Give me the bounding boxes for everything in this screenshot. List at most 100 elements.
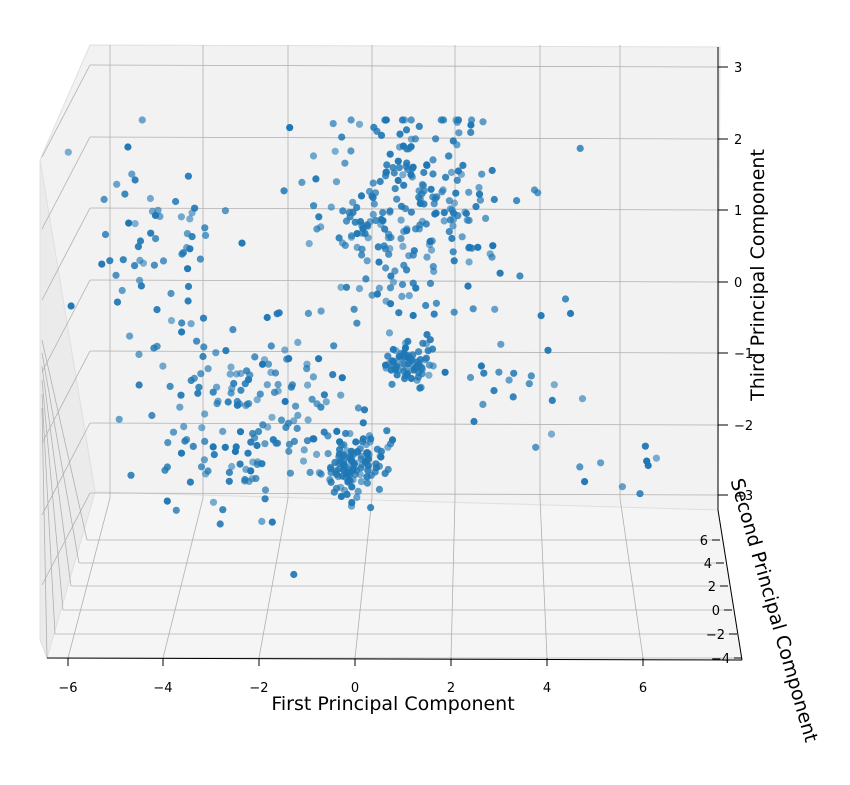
data-point — [641, 442, 650, 450]
data-point — [340, 441, 348, 449]
data-point — [618, 483, 627, 491]
data-point — [186, 215, 194, 223]
data-point — [353, 203, 361, 212]
data-point — [194, 389, 202, 397]
data-point — [428, 237, 436, 245]
data-point — [399, 242, 407, 250]
x-tick-label: −6 — [58, 681, 77, 696]
data-point — [354, 487, 362, 495]
data-point — [362, 275, 370, 283]
data-point — [219, 506, 227, 514]
data-point — [398, 280, 407, 289]
data-point — [461, 208, 469, 216]
data-point — [389, 164, 397, 172]
data-point — [509, 393, 517, 401]
data-point — [479, 400, 487, 408]
data-point — [327, 465, 335, 473]
data-point — [147, 229, 155, 237]
data-point — [372, 216, 380, 225]
data-point — [270, 388, 279, 396]
data-point — [304, 381, 312, 389]
data-point — [166, 382, 174, 390]
z-gridline-side — [41, 492, 91, 586]
data-point — [197, 463, 206, 471]
data-point — [382, 364, 390, 372]
data-point — [407, 171, 415, 179]
data-point — [294, 338, 302, 346]
data-point — [241, 477, 249, 485]
data-point — [200, 456, 208, 464]
data-point — [338, 133, 346, 141]
data-point — [488, 253, 496, 261]
data-point — [347, 116, 355, 124]
data-point — [243, 400, 251, 408]
data-point — [356, 218, 365, 226]
data-point — [198, 424, 206, 432]
data-point — [398, 116, 407, 124]
data-point — [338, 374, 346, 382]
data-point — [136, 276, 144, 284]
data-point — [309, 435, 317, 443]
data-point — [341, 159, 349, 167]
z-gridline-side — [41, 279, 91, 373]
data-point — [228, 384, 236, 392]
data-point — [202, 231, 210, 239]
data-point — [347, 233, 356, 241]
data-point — [566, 309, 575, 318]
data-point — [505, 376, 513, 384]
data-point — [106, 257, 114, 265]
data-point — [475, 184, 483, 192]
data-point — [200, 343, 208, 351]
data-point — [465, 258, 473, 266]
data-point — [195, 383, 203, 391]
data-point — [652, 454, 661, 462]
data-point — [350, 305, 358, 313]
data-point — [274, 380, 282, 389]
data-point — [525, 380, 533, 388]
data-point — [135, 381, 143, 389]
data-point — [184, 172, 192, 180]
data-point — [353, 319, 361, 327]
data-point — [290, 437, 298, 445]
data-point — [422, 301, 430, 310]
data-point — [475, 190, 484, 198]
data-point — [510, 369, 518, 377]
data-point — [375, 462, 383, 470]
z-gridline-side — [41, 207, 91, 301]
data-point — [374, 243, 382, 251]
data-point — [467, 128, 475, 136]
data-point — [432, 209, 440, 217]
data-point — [101, 230, 110, 239]
data-point — [187, 320, 195, 328]
data-point — [201, 410, 209, 418]
data-point — [359, 419, 367, 427]
data-point — [226, 370, 234, 378]
data-point — [476, 196, 484, 204]
data-point — [390, 169, 398, 177]
y-gridline-side — [41, 365, 72, 587]
data-point — [178, 328, 186, 336]
data-point — [272, 439, 280, 447]
x-tick-label: 4 — [543, 681, 551, 696]
data-point — [310, 202, 318, 210]
data-point — [333, 466, 341, 475]
data-point — [597, 459, 605, 467]
data-point — [219, 427, 227, 435]
data-point — [281, 397, 289, 406]
data-point — [357, 478, 365, 486]
data-point — [186, 478, 194, 486]
z-gridline-side — [41, 422, 91, 516]
data-point — [303, 437, 312, 445]
data-point — [446, 216, 454, 224]
data-point — [453, 141, 461, 149]
x-axis-line — [46, 657, 743, 661]
data-point — [497, 340, 505, 348]
data-point — [260, 356, 269, 364]
data-point — [309, 152, 318, 160]
data-point — [389, 345, 397, 354]
data-point — [164, 439, 172, 447]
data-point — [394, 176, 402, 185]
data-point — [153, 306, 161, 314]
data-point — [468, 244, 476, 252]
